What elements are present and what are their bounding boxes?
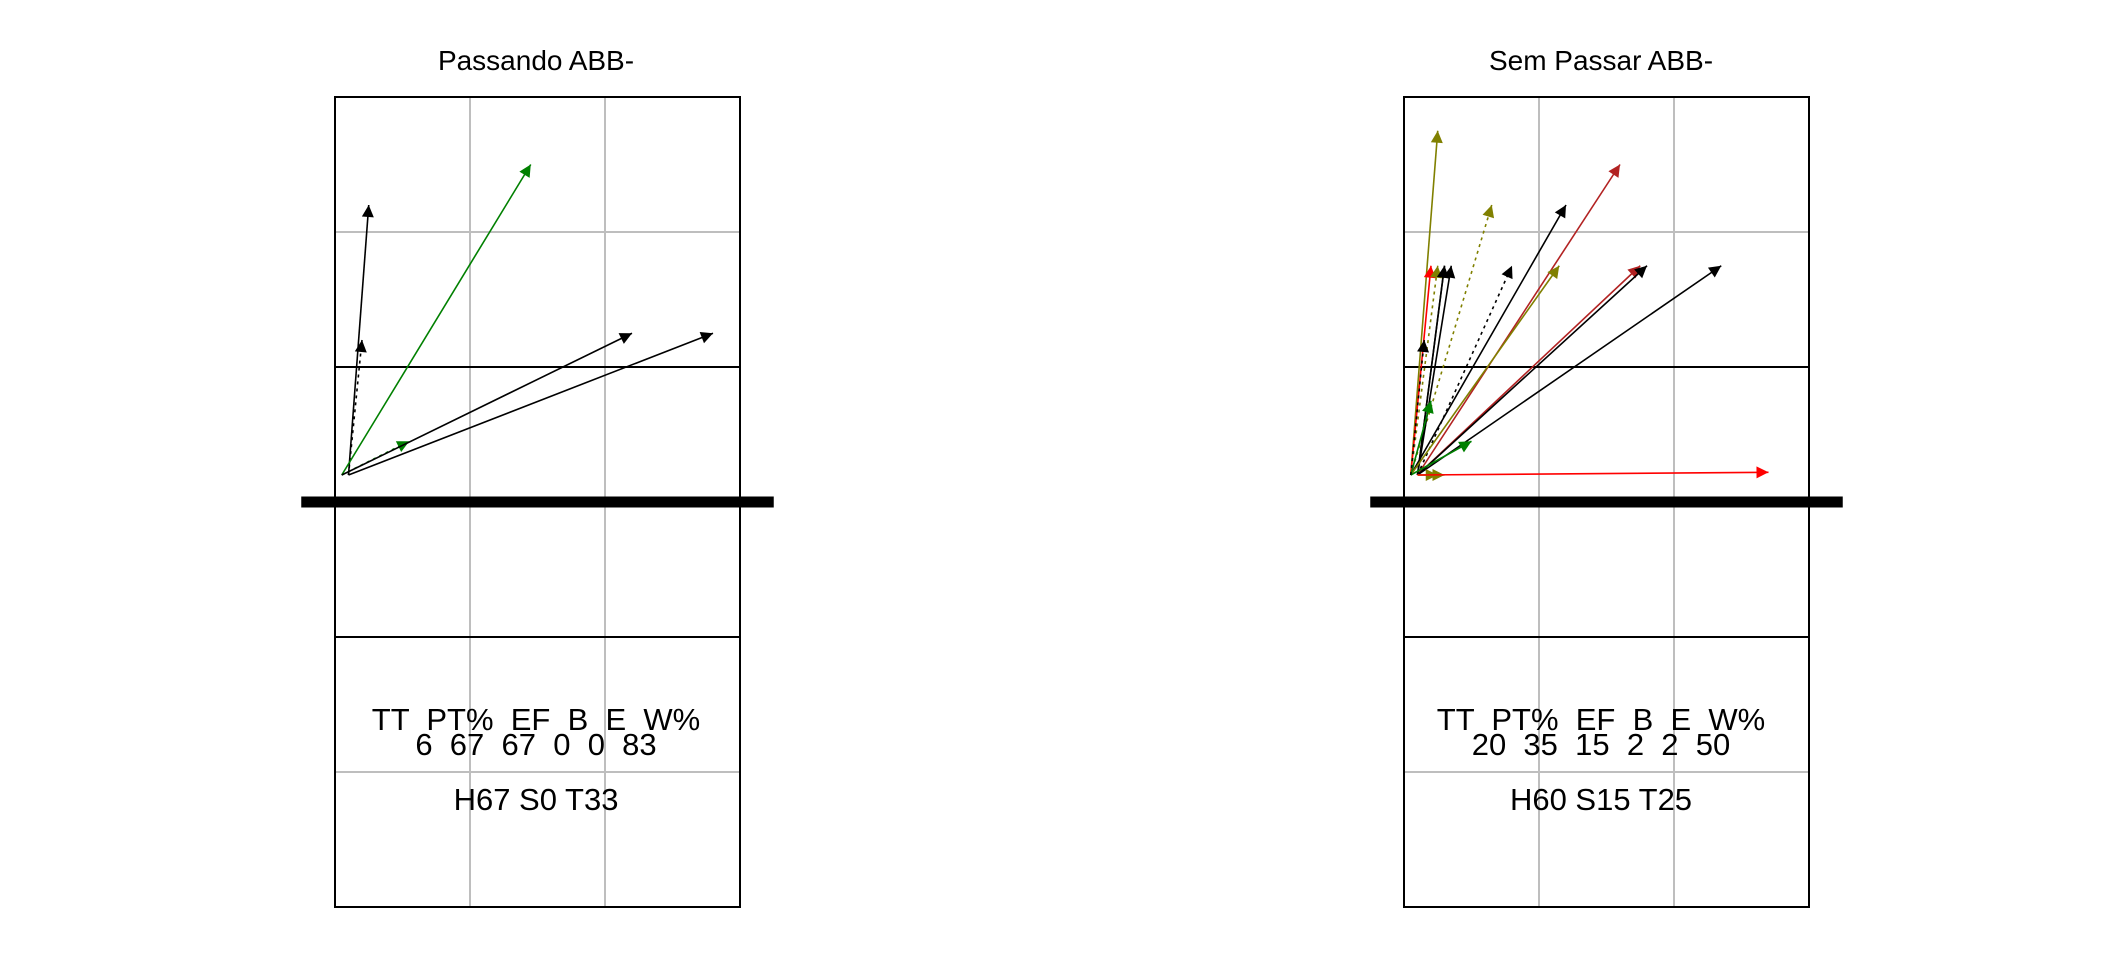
stats-values: 20 35 15 2 2 50 xyxy=(1472,727,1731,762)
attack-arrow xyxy=(1417,265,1722,476)
attack-arrow xyxy=(348,332,714,476)
attack-arrow xyxy=(1416,265,1648,476)
attack-arrow xyxy=(1410,265,1560,476)
arrow-head xyxy=(1422,400,1434,414)
panel-sem-passar: Sem Passar ABB- TT PT% EF B E W% 20 35 1… xyxy=(1370,45,1843,908)
attack-arrow xyxy=(341,332,633,476)
arrow-head xyxy=(618,333,632,344)
attack-arrow xyxy=(347,204,370,476)
arrow-head xyxy=(1443,265,1456,279)
arrow-head xyxy=(1554,205,1566,219)
stats-header: TT PT% EF B E W% xyxy=(1437,702,1765,737)
attack-arrows xyxy=(341,164,714,476)
arrow-head xyxy=(1547,265,1560,280)
stats-header: TT PT% EF B E W% xyxy=(372,702,700,737)
attack-arrow xyxy=(1409,339,1426,476)
arrow-head xyxy=(1430,130,1443,144)
arrow-head xyxy=(519,164,531,178)
court xyxy=(1370,96,1843,908)
attack-arrow xyxy=(1409,130,1439,476)
arrow-head xyxy=(1707,265,1722,278)
arrow-head xyxy=(1501,265,1513,280)
panel-title: Passando ABB- xyxy=(438,45,634,76)
arrow-head xyxy=(361,205,374,218)
attack-arrow xyxy=(1409,400,1432,476)
arrow-head xyxy=(1608,164,1620,178)
panel-title: Sem Passar ABB- xyxy=(1489,45,1713,76)
court xyxy=(301,96,774,908)
attack-arrow xyxy=(341,164,532,476)
attack-arrow xyxy=(1410,204,1567,476)
attack-arrow xyxy=(1416,265,1513,476)
attack-arrow xyxy=(1409,204,1493,476)
arrow-head xyxy=(1417,340,1430,353)
attack-arrow xyxy=(1416,265,1453,476)
zone-summary: H67 S0 T33 xyxy=(454,782,619,817)
stats-values: 6 67 67 0 0 83 xyxy=(415,727,656,762)
zone-summary: H60 S15 T25 xyxy=(1510,782,1692,817)
attack-arrow xyxy=(347,339,363,476)
attack-arrow xyxy=(1409,265,1439,476)
attack-arrow xyxy=(1416,164,1621,476)
attack-arrow xyxy=(1416,265,1446,476)
arrow-head xyxy=(354,340,367,353)
arrow-head xyxy=(1634,265,1647,279)
panel-passando: Passando ABB- TT PT% EF B E W% 6 67 67 0… xyxy=(301,45,774,908)
arrow-head xyxy=(699,332,713,344)
arrow-head xyxy=(1756,466,1769,479)
attack-arrows xyxy=(1409,130,1769,481)
attack-arrow xyxy=(1417,471,1769,476)
arrow-head xyxy=(1458,441,1472,453)
arrow-head xyxy=(1482,205,1495,219)
